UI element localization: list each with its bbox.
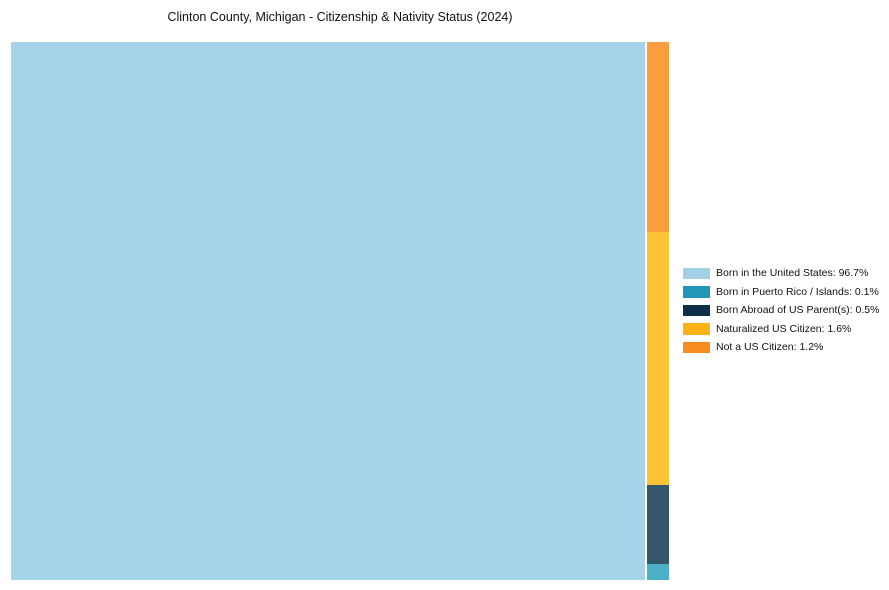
legend-item-born-in-us: Born in the United States: 96.7% [683,264,879,283]
treemap-rect-not-a-us-citizen [646,42,669,232]
chart-title: Clinton County, Michigan - Citizenship &… [167,10,513,24]
legend-item-naturalized-us-citizen: Naturalized US Citizen: 1.6% [683,320,879,339]
legend-swatch [683,323,710,335]
treemap-rect-naturalized-us-citizen [646,231,669,486]
legend-label: Born Abroad of US Parent(s): 0.5% [716,304,880,317]
treemap-rect-born-in-puerto-rico-islands [646,564,669,580]
legend-label: Not a US Citizen: 1.2% [716,341,824,354]
legend-label: Naturalized US Citizen: 1.6% [716,322,852,335]
treemap-plot [11,42,669,580]
legend-item-born-in-puerto-rico-islands: Born in Puerto Rico / Islands: 0.1% [683,283,879,302]
legend-swatch [683,267,710,279]
legend: Born in the United States: 96.7% Born in… [683,264,879,357]
legend-swatch [683,304,710,316]
treemap-minor-column [646,42,669,580]
legend-swatch [683,341,710,353]
legend-item-born-abroad-of-us-parents: Born Abroad of US Parent(s): 0.5% [683,301,879,320]
legend-item-not-a-us-citizen: Not a US Citizen: 1.2% [683,338,879,357]
legend-label: Born in Puerto Rico / Islands: 0.1% [716,285,879,298]
legend-label: Born in the United States: 96.7% [716,267,869,280]
legend-swatch [683,286,710,298]
treemap-rect-born-in-us [11,42,645,580]
treemap-rect-born-abroad-of-us-parents [646,485,669,565]
